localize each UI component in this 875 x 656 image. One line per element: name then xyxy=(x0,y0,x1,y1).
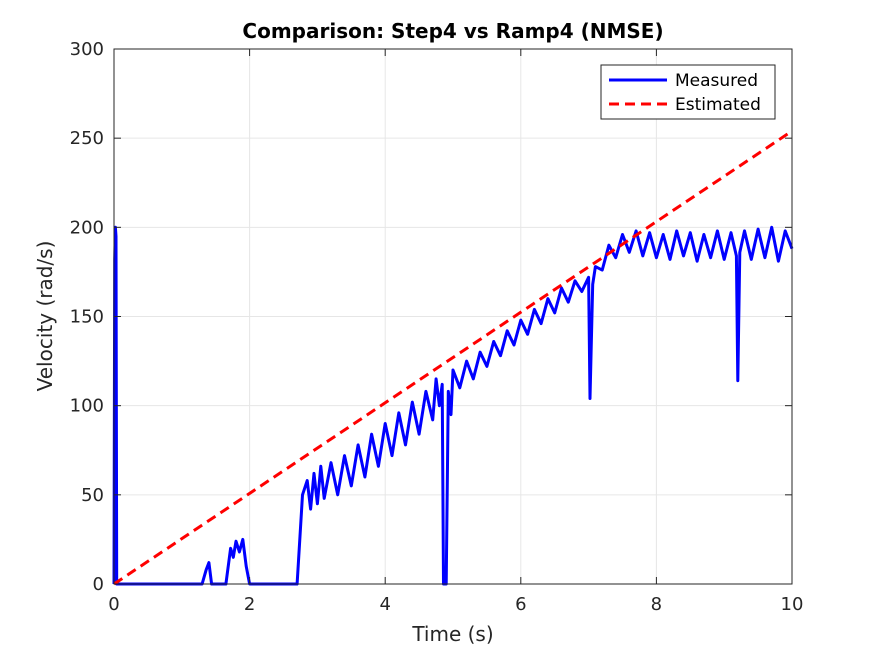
x-tick-label: 4 xyxy=(379,594,390,615)
y-tick-label: 300 xyxy=(70,39,104,60)
tick-marks xyxy=(113,48,793,585)
chart-title: Comparison: Step4 vs Ramp4 (NMSE) xyxy=(242,19,663,43)
y-tick-label: 100 xyxy=(70,396,104,417)
x-axis-label: Time (s) xyxy=(411,622,493,646)
y-tick-label: 50 xyxy=(81,485,104,506)
y-tick-label: 0 xyxy=(93,574,104,595)
y-tick-label: 250 xyxy=(70,128,104,149)
y-tick-label: 200 xyxy=(70,217,104,238)
x-tick-label: 0 xyxy=(108,594,119,615)
x-tick-label: 6 xyxy=(515,594,526,615)
x-tick-label: 8 xyxy=(651,594,662,615)
grid-lines xyxy=(113,48,793,585)
legend-estimated-label: Estimated xyxy=(675,95,761,115)
legend-measured-label: Measured xyxy=(675,71,758,91)
x-tick-labels: 0 2 4 6 8 10 xyxy=(108,594,803,615)
y-axis-label: Velocity (rad/s) xyxy=(33,241,57,392)
legend: Measured Estimated xyxy=(600,64,776,120)
y-tick-label: 150 xyxy=(70,307,104,328)
series-estimated-line xyxy=(113,129,793,586)
y-tick-labels: 0 50 100 150 200 250 300 xyxy=(70,39,104,595)
legend-box xyxy=(600,64,776,120)
x-tick-label: 10 xyxy=(781,594,804,615)
x-tick-label: 2 xyxy=(244,594,255,615)
